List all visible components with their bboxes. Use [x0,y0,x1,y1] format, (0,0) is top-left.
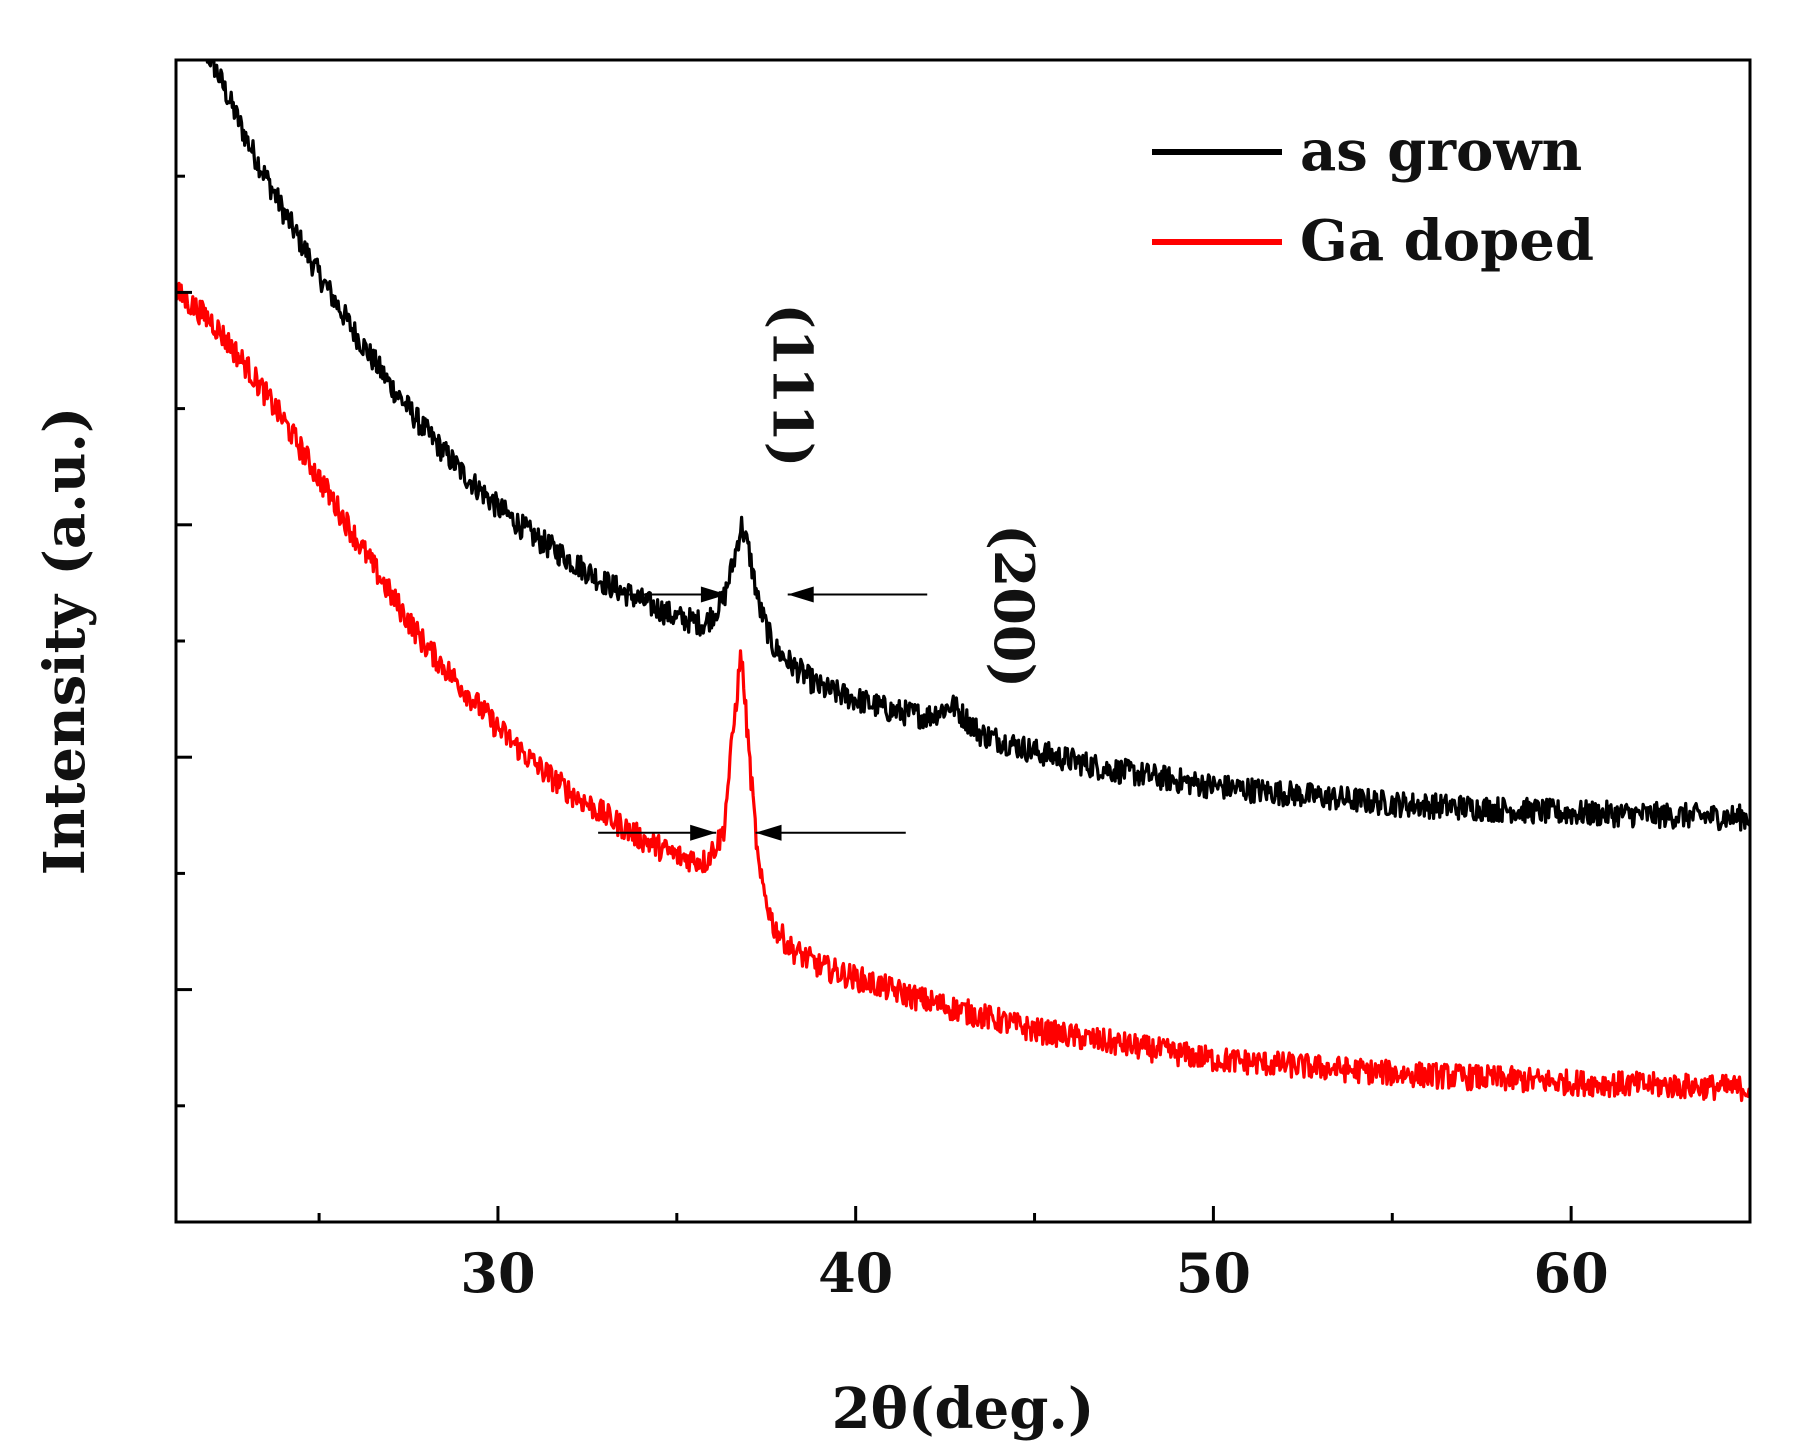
fwhm-arrow-ga-doped-left [598,824,717,841]
peak-annotations: (111) (200) [760,303,1046,688]
legend: as grown Ga doped [1152,118,1594,274]
legend-label-ga-doped: Ga doped [1300,208,1594,274]
x-tick-label: 50 [1176,1241,1251,1305]
axis-ticks: 30 40 50 60 [176,174,1609,1305]
plot-area [176,60,1750,1103]
x-tick-label: 60 [1534,1241,1609,1305]
fwhm-arrow-as-grown-left [616,586,727,603]
series-line-as-grown [205,60,1750,832]
fwhm-arrow-as-grown-right [787,586,928,603]
peak-label-111: (111) [760,303,824,467]
y-axis-label: Intensity (a.u.) [32,407,98,876]
fwhm-arrow-ga-doped-right [755,824,906,841]
legend-label-as-grown: as grown [1300,118,1582,184]
peak-label-200: (200) [982,524,1046,688]
x-axis-label: 2θ(deg.) [832,1376,1095,1442]
x-tick-label: 40 [818,1241,893,1305]
series-line-ga-doped [176,281,1750,1103]
x-tick-label: 30 [460,1241,535,1305]
